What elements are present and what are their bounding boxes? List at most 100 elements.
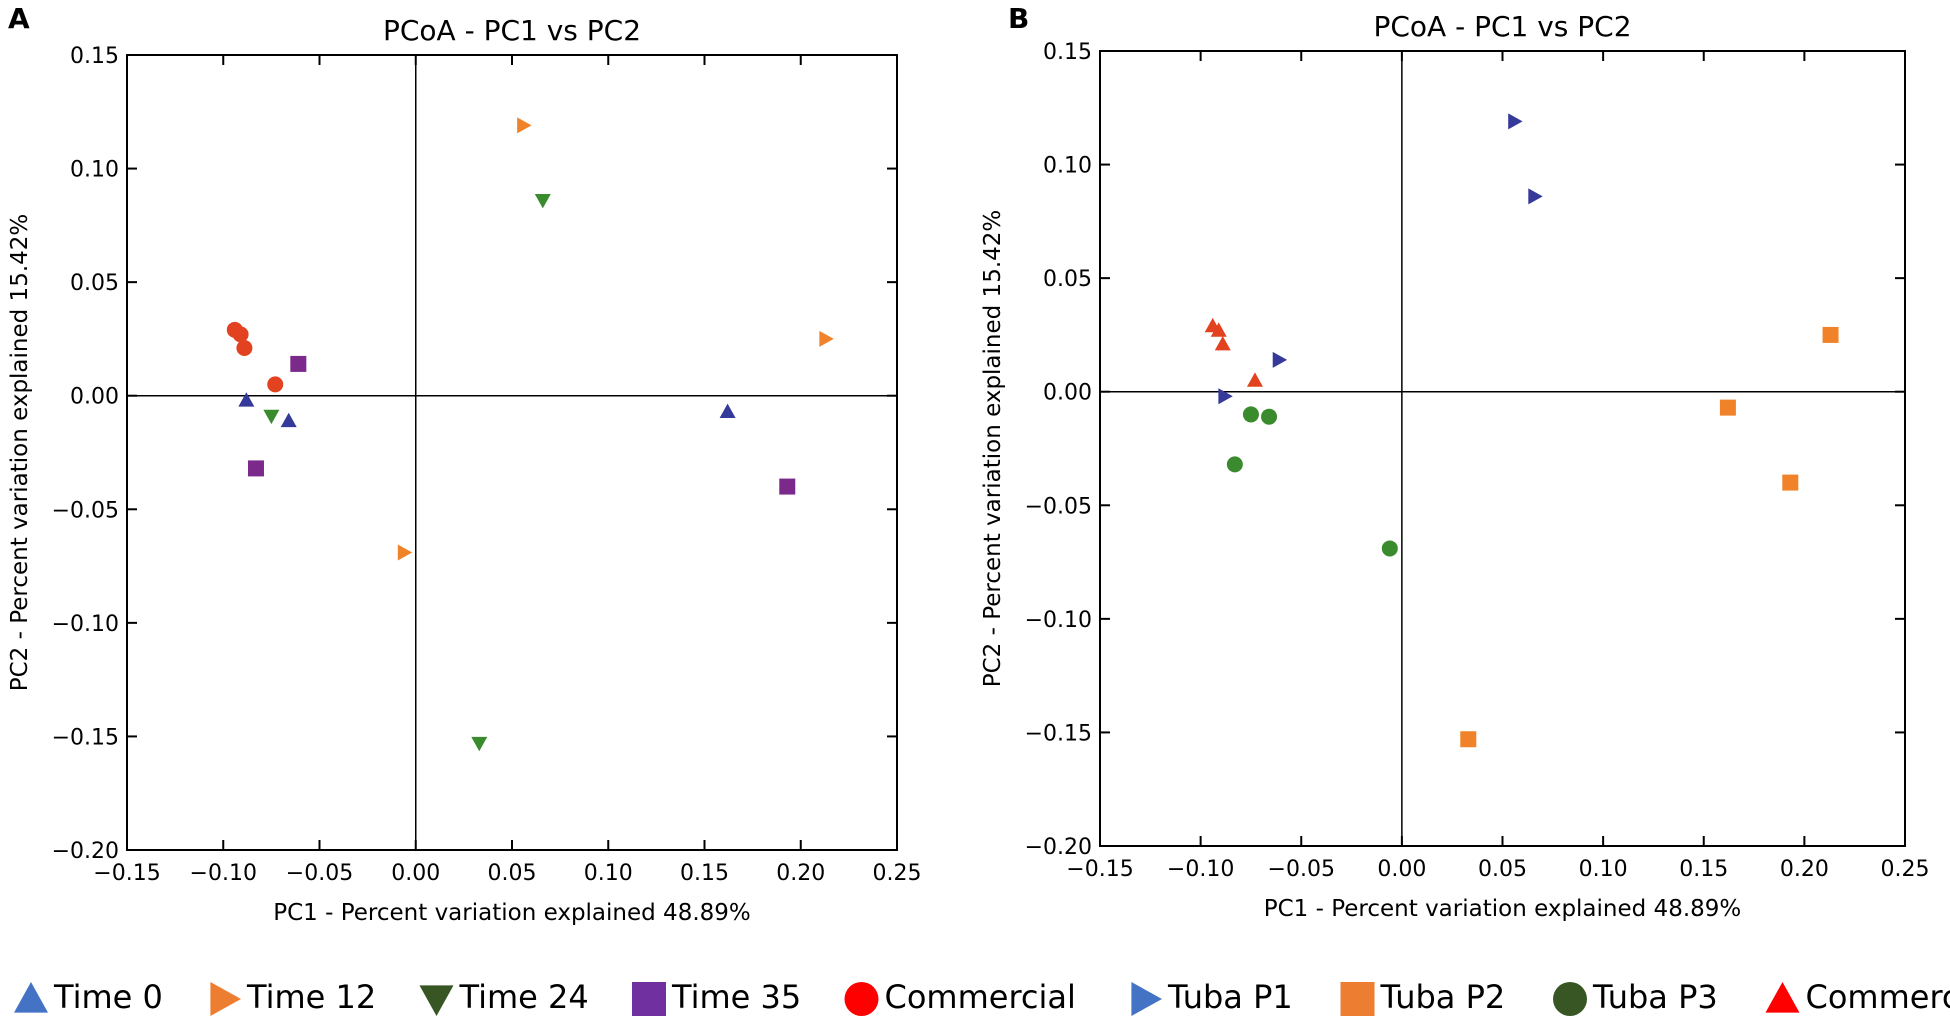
series-time-24 — [263, 193, 551, 752]
chart-panel-a: A PCoA - PC1 vs PC2 −0.15 −0.10 −0.05 0.00 0.0… — [7, 2, 1076, 1016]
data-point — [1508, 113, 1523, 130]
y-tick-label: −0.20 — [52, 839, 119, 864]
series-tuba-p2 — [1460, 326, 1839, 748]
x-tick-label: −0.10 — [1167, 857, 1234, 882]
legend-marker — [844, 982, 879, 1016]
data-point — [1719, 399, 1736, 416]
legend-marker — [1553, 982, 1587, 1016]
legend-label: Time 0 — [53, 978, 163, 1016]
y-tick-label: 0.05 — [1043, 267, 1092, 292]
legend-item: Tuba P1 — [1131, 978, 1293, 1016]
x-tick-label: 0.25 — [1881, 857, 1930, 882]
x-tick-label: 0.15 — [1679, 857, 1728, 882]
data-point — [263, 409, 280, 425]
data-point — [280, 412, 297, 428]
data-point — [471, 736, 488, 752]
data-point — [1210, 322, 1227, 337]
x-tick-label: −0.10 — [190, 861, 257, 886]
legend: Time 0 Time 12 Time 24 Time 35 Commercial — [14, 978, 1076, 1016]
data-point — [236, 340, 253, 357]
y-tick-label: 0.10 — [1043, 154, 1092, 179]
data-point — [1528, 188, 1543, 205]
legend-marker — [632, 982, 666, 1016]
legend-label: Time 35 — [671, 978, 801, 1016]
x-tick-label: −0.15 — [1066, 857, 1133, 882]
series-time-35 — [247, 355, 796, 495]
data-point — [779, 478, 796, 495]
x-tick-label: 0.15 — [680, 861, 729, 886]
y-axis-label: PC2 - Percent variation explained 15.42% — [7, 214, 33, 692]
legend-item: Tuba P3 — [1553, 978, 1718, 1016]
y-axis-label: PC2 - Percent variation explained 15.42% — [980, 210, 1006, 688]
x-tick-label: −0.05 — [1268, 857, 1335, 882]
data-point — [517, 117, 532, 134]
y-tick-label: −0.10 — [1025, 608, 1092, 633]
legend-item: Time 0 — [14, 978, 163, 1016]
data-point — [247, 460, 264, 477]
data-point — [819, 330, 834, 347]
chart-panel-b: B PCoA - PC1 vs PC2 −0.15 −0.10 −0.05 0.00 0.0… — [980, 2, 1950, 1016]
x-tick-label: −0.15 — [93, 861, 160, 886]
y-tick-label: −0.20 — [1025, 835, 1092, 860]
x-tick-label: 0.10 — [1579, 857, 1628, 882]
data-point — [1261, 408, 1278, 425]
data-point — [238, 392, 255, 407]
legend-marker — [1131, 982, 1162, 1016]
data-point — [1242, 406, 1259, 423]
legend-marker — [1765, 982, 1800, 1013]
data-point — [1782, 474, 1799, 491]
legend-marker — [14, 982, 48, 1013]
legend-item: Commercial — [844, 978, 1076, 1016]
legend-item: Time 35 — [632, 978, 801, 1016]
legend-marker — [1340, 982, 1375, 1016]
y-tick-label: 0.00 — [1043, 381, 1092, 406]
panel-label: A — [8, 2, 30, 35]
data-point — [1214, 336, 1231, 351]
legend: Tuba P1 Tuba P2 Tuba P3 Commercial — [1131, 978, 1950, 1016]
legend-label: Tuba P3 — [1592, 978, 1718, 1016]
panel-label: B — [1008, 2, 1029, 35]
data-point — [719, 403, 736, 419]
y-tick-label: 0.05 — [70, 271, 119, 296]
data-point — [1246, 372, 1263, 387]
legend-item: Time 12 — [210, 978, 376, 1016]
data-point — [1822, 326, 1839, 343]
data-point — [1381, 540, 1398, 557]
x-tick-label: 0.00 — [1377, 857, 1426, 882]
series-commercial — [1204, 317, 1263, 387]
y-tick-label: 0.15 — [70, 44, 119, 69]
y-tick-label: −0.15 — [52, 725, 119, 750]
series-time-12 — [397, 117, 834, 561]
y-tick-label: −0.10 — [52, 612, 119, 637]
y-tick-label: 0.15 — [1043, 40, 1092, 65]
data-point — [1460, 731, 1477, 748]
x-axis-label: PC1 - Percent variation explained 48.89% — [273, 900, 751, 926]
data-point — [1226, 456, 1243, 473]
data-point — [397, 544, 413, 561]
x-tick-label: 0.05 — [1478, 857, 1527, 882]
x-tick-label: 0.00 — [391, 861, 440, 886]
series-time-0 — [238, 392, 736, 428]
x-tick-label: 0.20 — [776, 861, 825, 886]
x-tick-label: 0.20 — [1780, 857, 1829, 882]
legend-label: Tuba P2 — [1380, 978, 1506, 1016]
legend-marker — [210, 982, 241, 1016]
data-point — [1272, 351, 1288, 368]
series-tuba-p3 — [1226, 406, 1398, 557]
legend-label: Time 12 — [246, 978, 376, 1016]
data-point — [534, 193, 551, 209]
x-axis-label: PC1 - Percent variation explained 48.89% — [1264, 896, 1742, 922]
legend-marker — [419, 985, 454, 1016]
x-tick-label: 0.25 — [873, 861, 922, 886]
x-tick-label: −0.05 — [286, 861, 353, 886]
y-tick-label: 0.10 — [70, 158, 119, 183]
data-point — [232, 326, 249, 343]
legend-label: Commercial — [1806, 978, 1950, 1016]
data-point — [290, 355, 307, 372]
x-tick-label: 0.05 — [488, 861, 537, 886]
y-tick-label: 0.00 — [70, 385, 119, 410]
x-tick-label: 0.10 — [584, 861, 633, 886]
legend-label: Time 24 — [459, 978, 589, 1016]
data-point — [267, 376, 284, 393]
